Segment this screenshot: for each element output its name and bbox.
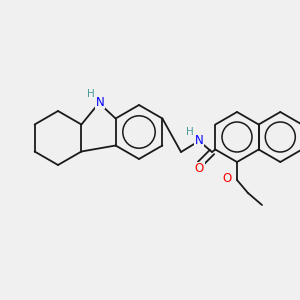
Text: N: N	[96, 95, 104, 109]
Text: O: O	[194, 163, 204, 176]
Text: N: N	[195, 134, 203, 146]
Text: H: H	[87, 89, 95, 99]
Text: O: O	[222, 172, 232, 185]
Text: H: H	[186, 127, 194, 137]
